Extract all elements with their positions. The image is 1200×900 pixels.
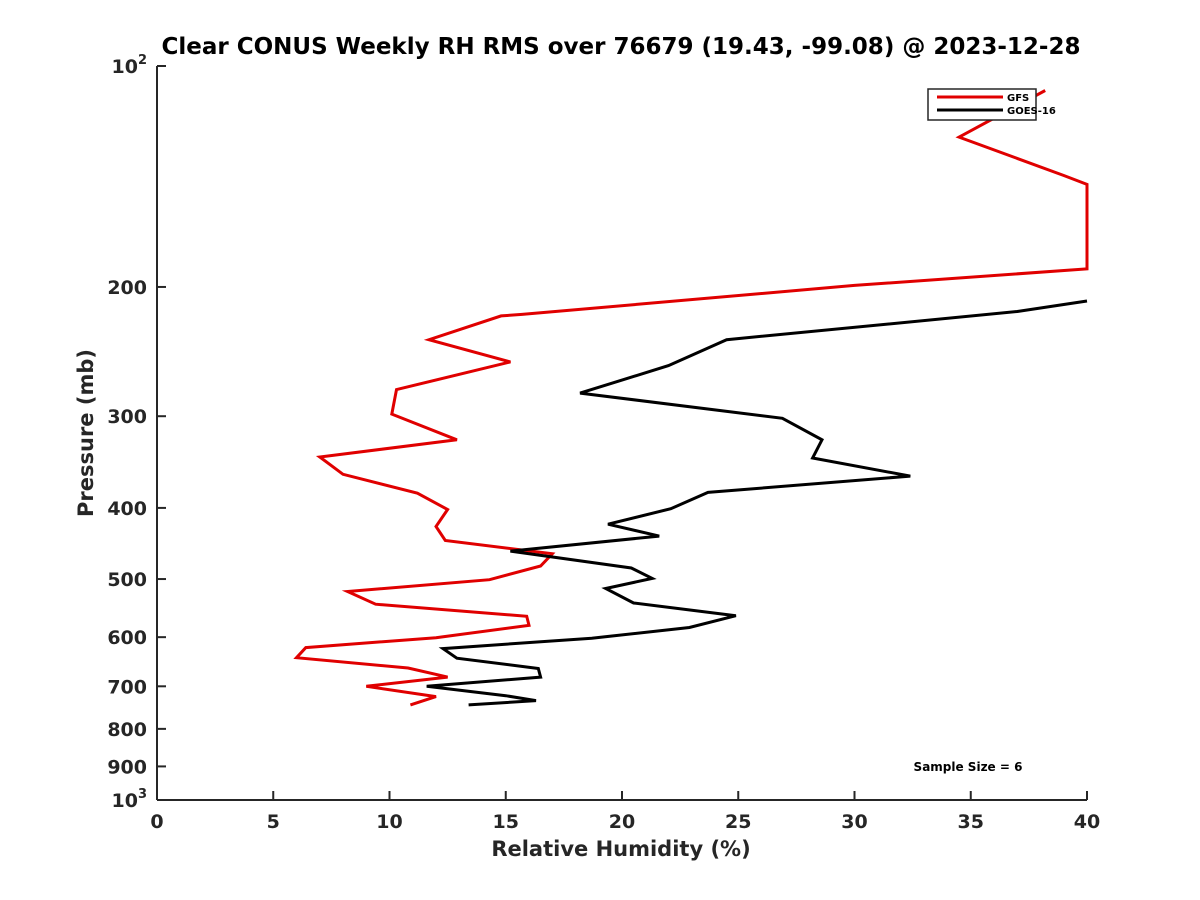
y-axis-label: Pressure (mb) bbox=[74, 349, 98, 517]
y-ticks: 102 200 300 400 500 600 700 800 900 103 bbox=[107, 53, 166, 812]
chart-title: Clear CONUS Weekly RH RMS over 76679 (19… bbox=[162, 34, 1081, 60]
series-line-goes-16 bbox=[426, 299, 1088, 707]
y-tick-label: 102 bbox=[112, 53, 148, 78]
series-layer bbox=[293, 89, 1089, 707]
y-tick-label: 300 bbox=[107, 406, 147, 428]
legend: GFS GOES-16 bbox=[927, 88, 1056, 121]
x-tick-label: 20 bbox=[609, 811, 635, 833]
y-tick-label: 700 bbox=[107, 676, 147, 698]
x-tick-label: 30 bbox=[841, 811, 867, 833]
y-tick-label: 200 bbox=[107, 277, 147, 299]
y-tick-label: 500 bbox=[107, 569, 147, 591]
legend-label-gfs: GFS bbox=[1007, 93, 1029, 104]
x-axis-label: Relative Humidity (%) bbox=[491, 837, 750, 861]
x-ticks: 0 5 10 15 20 25 30 35 40 bbox=[150, 791, 1100, 833]
x-tick-label: 15 bbox=[493, 811, 519, 833]
y-tick-label: 400 bbox=[107, 498, 147, 520]
series-line-gfs bbox=[293, 89, 1089, 707]
x-tick-label: 25 bbox=[725, 811, 751, 833]
sample-size-annotation: Sample Size = 6 bbox=[914, 760, 1023, 774]
x-tick-label: 40 bbox=[1074, 811, 1100, 833]
x-tick-label: 35 bbox=[958, 811, 984, 833]
x-tick-label: 10 bbox=[376, 811, 402, 833]
axes: 0 5 10 15 20 25 30 35 40 102 200 300 400 500 600 700 80… bbox=[107, 53, 1100, 833]
legend-box bbox=[927, 88, 1037, 121]
y-tick-label: 800 bbox=[107, 719, 147, 741]
y-tick-label: 900 bbox=[107, 756, 147, 778]
y-tick-label: 600 bbox=[107, 627, 147, 649]
x-tick-label: 0 bbox=[150, 811, 163, 833]
legend-label-goes16: GOES-16 bbox=[1007, 106, 1056, 117]
y-tick-label: 103 bbox=[112, 787, 148, 812]
x-tick-label: 5 bbox=[267, 811, 280, 833]
